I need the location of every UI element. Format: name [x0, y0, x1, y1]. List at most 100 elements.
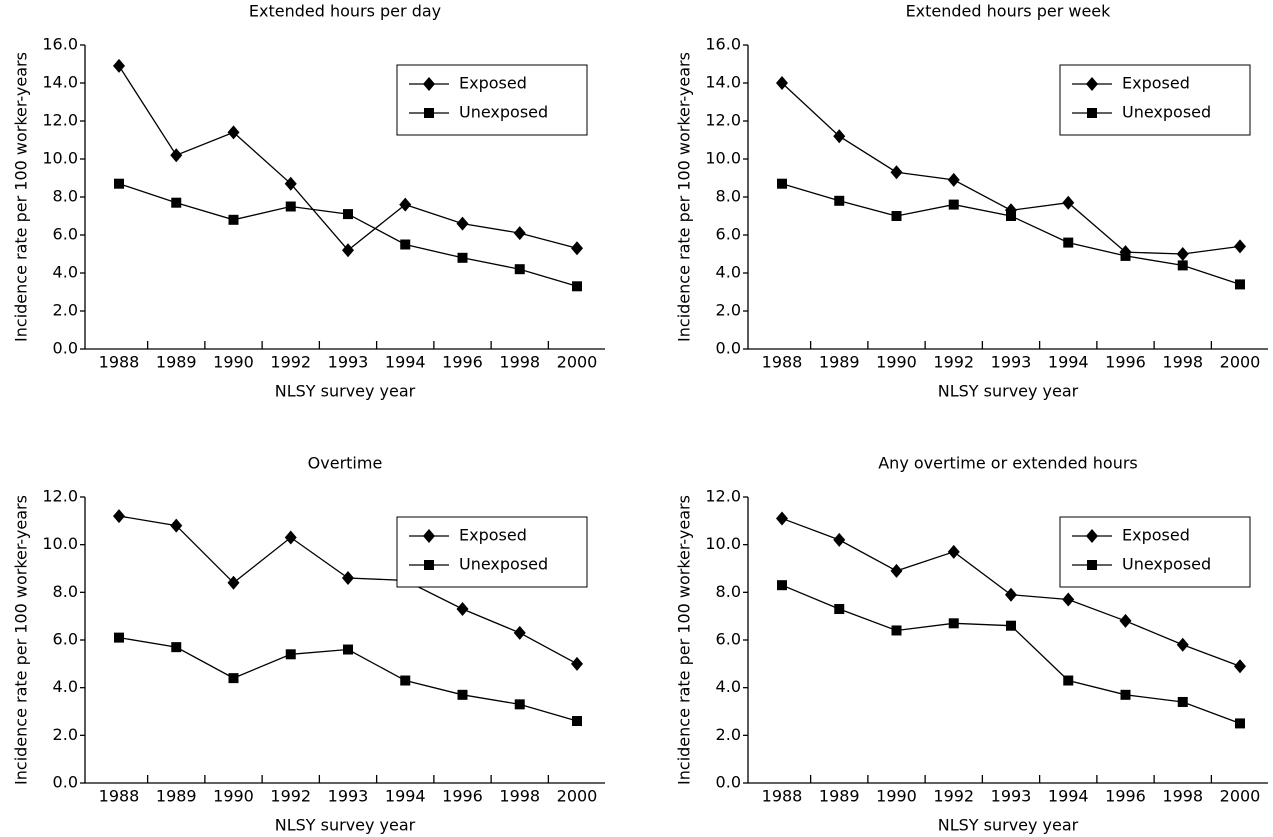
data-point	[284, 176, 297, 191]
x-tick-label: 1992	[270, 353, 311, 372]
data-point	[1234, 659, 1246, 674]
data-point	[342, 243, 354, 258]
legend-box	[1059, 516, 1251, 588]
y-tick-label: 10.0	[705, 149, 741, 168]
y-tick-label: 4.0	[53, 263, 78, 282]
series-line	[781, 584, 1241, 725]
x-axis-label: NLSY survey year	[938, 382, 1079, 401]
data-point	[1177, 696, 1188, 707]
legend-marker	[423, 529, 435, 543]
x-tick-label: 1990	[213, 353, 254, 372]
x-tick-label: 1996	[1105, 353, 1146, 372]
legend-label: Exposed	[1122, 526, 1190, 545]
data-point	[285, 649, 296, 660]
data-point	[400, 239, 411, 250]
y-tick-label: 8.0	[716, 187, 741, 206]
data-point	[456, 602, 469, 617]
x-axis-label: NLSY survey year	[938, 816, 1079, 835]
legend-marker	[1087, 108, 1097, 118]
x-tick-label: 1989	[819, 787, 860, 806]
x-tick-label: 2000	[557, 353, 598, 372]
y-tick-label: 2.0	[53, 301, 78, 320]
data-point	[1235, 718, 1245, 729]
x-tick-label: 1992	[270, 787, 311, 806]
x-tick-label: 1989	[156, 353, 197, 372]
x-tick-label: 1993	[328, 787, 369, 806]
chart-title: Extended hours per week	[906, 2, 1112, 21]
data-point	[571, 656, 583, 671]
y-axis-label: Incidence rate per 100 worker-years	[12, 495, 31, 785]
legend-label: Exposed	[1122, 74, 1190, 93]
data-point	[1176, 247, 1189, 261]
legend-label: Unexposed	[1122, 555, 1211, 574]
data-point	[948, 199, 959, 210]
data-point	[1063, 675, 1074, 686]
data-point	[1006, 211, 1016, 221]
series-line	[781, 183, 1241, 286]
data-point	[890, 165, 903, 180]
y-tick-label: 14.0	[705, 73, 741, 92]
x-tick-label: 1993	[328, 353, 369, 372]
y-tick-label: 10.0	[705, 534, 741, 553]
y-tick-label: 14.0	[42, 73, 78, 92]
data-point	[1235, 279, 1245, 290]
x-tick-label: 1993	[991, 787, 1032, 806]
y-tick-label: 16.0	[705, 35, 741, 54]
legend-box	[1059, 64, 1251, 136]
x-tick-label: 1996	[1105, 787, 1146, 806]
legend-label: Unexposed	[459, 103, 548, 122]
data-point	[170, 518, 183, 533]
data-point	[1177, 260, 1188, 271]
data-point	[1234, 239, 1246, 254]
legend-marker	[1086, 529, 1098, 543]
data-point	[1062, 195, 1075, 210]
y-tick-label: 4.0	[716, 677, 741, 696]
data-point	[572, 716, 582, 727]
data-point	[834, 604, 845, 615]
y-tick-label: 12.0	[705, 111, 741, 130]
data-point	[891, 625, 902, 636]
data-point	[227, 575, 240, 590]
x-tick-label: 1994	[385, 353, 426, 372]
data-point	[456, 216, 469, 231]
data-point	[1176, 637, 1189, 652]
chart-title: Overtime	[308, 454, 383, 473]
data-point	[1005, 587, 1017, 602]
y-tick-label: 8.0	[716, 582, 741, 601]
y-tick-label: 6.0	[716, 225, 741, 244]
y-tick-label: 10.0	[42, 149, 78, 168]
data-point	[571, 241, 583, 256]
x-axis-label: NLSY survey year	[275, 382, 416, 401]
x-tick-label: 1993	[991, 353, 1032, 372]
data-point	[834, 195, 845, 206]
legend-label: Unexposed	[459, 555, 548, 574]
x-tick-label: 2000	[557, 787, 598, 806]
y-tick-label: 0.0	[716, 773, 741, 792]
data-point	[228, 673, 239, 684]
data-point	[400, 675, 411, 686]
x-tick-label: 1998	[1162, 353, 1203, 372]
x-axis-label: NLSY survey year	[275, 816, 416, 835]
data-point	[284, 530, 297, 545]
y-axis-label: Incidence rate per 100 worker-years	[12, 52, 31, 342]
data-point	[776, 76, 788, 90]
legend-marker	[424, 108, 434, 118]
data-point	[285, 201, 296, 212]
x-tick-label: 1989	[156, 787, 197, 806]
y-tick-label: 4.0	[53, 677, 78, 696]
data-point	[513, 625, 526, 640]
data-point	[170, 148, 183, 163]
legend-marker	[1086, 77, 1098, 91]
x-tick-label: 1998	[499, 353, 540, 372]
y-tick-label: 6.0	[53, 225, 78, 244]
data-point	[1063, 237, 1074, 248]
x-tick-label: 1988	[762, 787, 803, 806]
data-point	[833, 129, 846, 144]
data-point	[1119, 613, 1132, 628]
y-tick-label: 16.0	[42, 35, 78, 54]
y-tick-label: 8.0	[53, 187, 78, 206]
legend-marker	[424, 560, 434, 570]
y-tick-label: 10.0	[42, 534, 78, 553]
chart-title: Extended hours per day	[249, 2, 441, 21]
